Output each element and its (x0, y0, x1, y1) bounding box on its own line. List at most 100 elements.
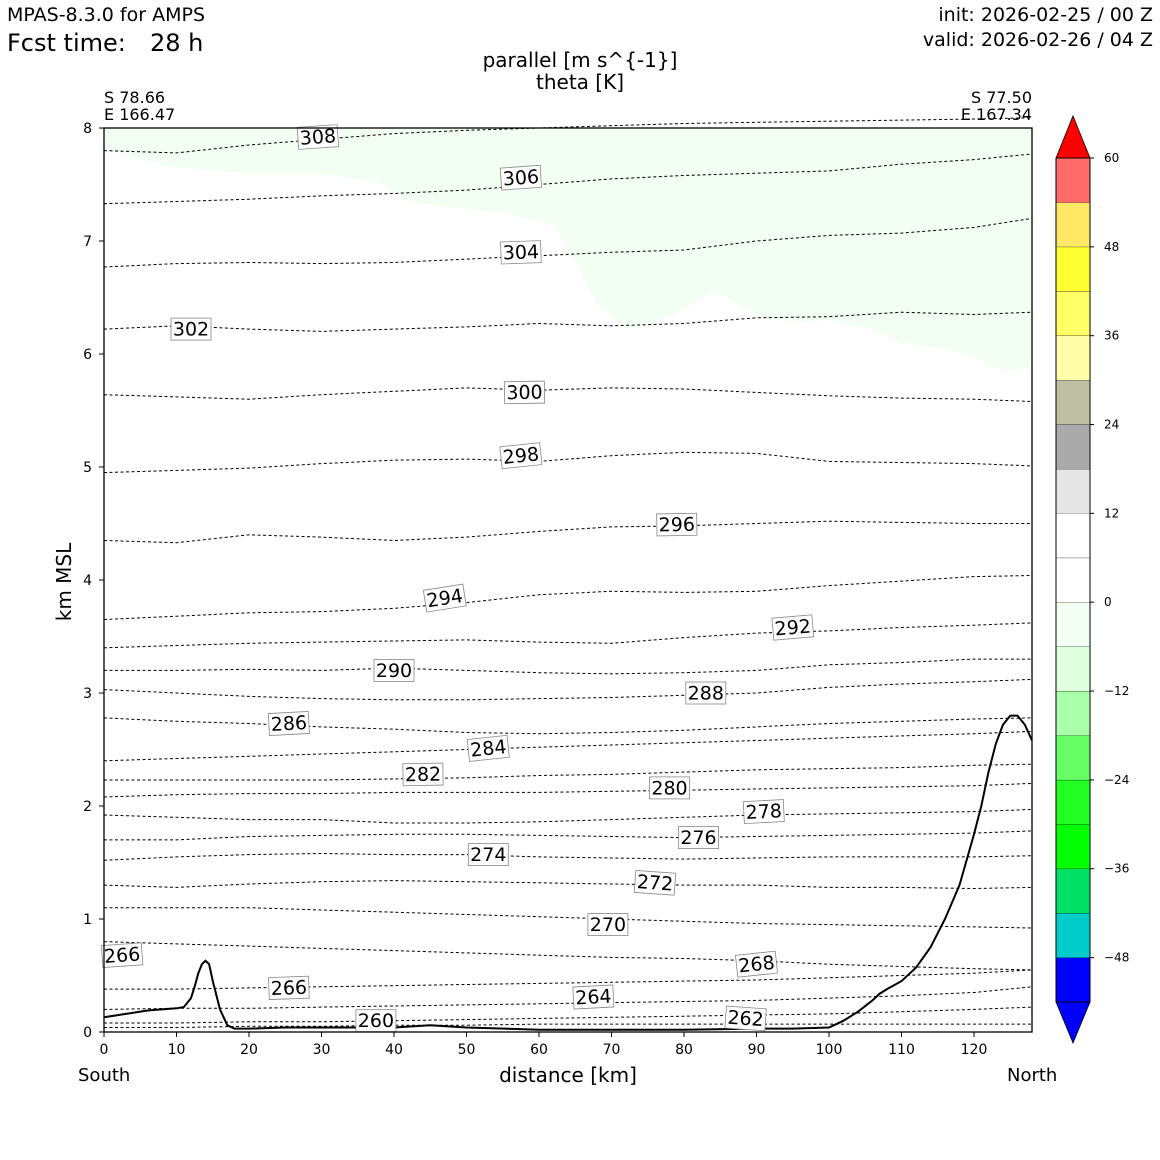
colorbar: 60 48 36 24 12 0 −12 −24 −36 −48 (1055, 114, 1129, 1045)
colorbar-segment (1056, 646, 1090, 692)
colorbar-tick-label: 12 (1104, 506, 1119, 520)
contour-label-260: 260 (355, 1009, 397, 1032)
contour-label-box (656, 512, 698, 537)
colorbar-segment (1056, 557, 1090, 603)
contour-label-text: 298 (502, 443, 540, 469)
theta-contour-300 (103, 387, 1033, 402)
contour-label-box (587, 913, 629, 936)
colorbar-outline (1055, 157, 1091, 1003)
x-tick-label: 120 (961, 1042, 988, 1058)
y-tick-label: 7 (83, 234, 92, 250)
y-tick-label: 3 (83, 686, 92, 702)
contour-label-box (499, 442, 543, 470)
y-tick-label: 8 (83, 121, 92, 137)
contour-label-text: 304 (502, 241, 539, 264)
theta-contour-292 (103, 622, 1033, 649)
colorbar-segment (1056, 868, 1090, 914)
colorbar-segment (1056, 513, 1090, 558)
colorbar-segment (1056, 202, 1090, 247)
contour-label-box (724, 1005, 767, 1032)
contour-label-266: 266 (268, 975, 310, 1000)
y-tick-label: 0 (83, 1025, 92, 1041)
theta-contour-288 (103, 678, 1033, 701)
contour-label-text: 270 (590, 914, 626, 936)
contour-label-282: 282 (402, 762, 444, 787)
contour-label-box (649, 776, 690, 800)
x-tick-label: 110 (888, 1042, 915, 1058)
colorbar-segment (1056, 158, 1090, 203)
contour-label-text: 266 (103, 943, 141, 967)
init-time: init: 2026-02-25 / 00 Z (938, 4, 1153, 26)
contour-label-266: 266 (100, 942, 144, 968)
contour-label-308: 308 (296, 124, 340, 150)
contour-label-text: 266 (270, 977, 307, 1000)
contour-label-box (742, 799, 785, 825)
x-tick-label: 50 (458, 1042, 476, 1058)
colorbar-tick-label: 24 (1104, 418, 1119, 432)
theta-contour-304 (103, 217, 1033, 268)
contour-label-text: 262 (727, 1007, 765, 1031)
contour-label-box (572, 984, 615, 1010)
contour-label-274: 274 (467, 843, 509, 866)
contour-label-304: 304 (500, 240, 542, 264)
colorbar-tick-label: 60 (1104, 151, 1119, 165)
contour-label-text: 282 (405, 764, 442, 787)
contour-label-264: 264 (572, 984, 615, 1010)
contour-label-284: 284 (466, 734, 510, 762)
x-tick-label: 30 (313, 1042, 331, 1058)
contour-label-text: 280 (651, 777, 687, 799)
contour-label-300: 300 (503, 380, 546, 405)
colorbar-under-arrow (1055, 1001, 1091, 1045)
colorbar-over-arrow (1055, 114, 1091, 159)
contour-label-box (499, 164, 543, 191)
y-tick-label: 2 (83, 799, 92, 815)
x-tick-label: 0 (100, 1042, 109, 1058)
contour-label-text: 306 (502, 166, 540, 190)
colorbar-tick-label: −36 (1104, 862, 1129, 876)
contour-label-box (373, 659, 415, 682)
south-label: South (78, 1065, 131, 1086)
contour-label-box (771, 614, 815, 641)
contour-label-text: 308 (299, 125, 337, 149)
contour-label-box (267, 711, 310, 736)
x-tick-label: 100 (816, 1042, 843, 1058)
contour-label-294: 294 (422, 583, 467, 613)
contour-label-text: 300 (506, 382, 543, 405)
contour-label-306: 306 (499, 164, 543, 191)
contour-label-text: 260 (358, 1010, 394, 1032)
colorbar-tick-label: 0 (1104, 595, 1112, 609)
y-tick-label: 5 (83, 460, 92, 476)
contour-label-text: 264 (575, 986, 612, 1010)
chart-title-line2: theta [K] (536, 70, 624, 94)
start-longitude: E 166.47 (104, 105, 176, 124)
theta-contour-308 (103, 117, 1033, 154)
colorbar-segment (1056, 468, 1090, 514)
terrain-line (103, 714, 1033, 1031)
colorbar-segment (1056, 957, 1090, 1002)
contour-label-text: 292 (774, 615, 812, 640)
contour-label-288: 288 (685, 681, 727, 705)
colorbar-segment (1056, 735, 1090, 780)
x-tick-label: 70 (603, 1042, 621, 1058)
colorbar-segment (1056, 335, 1090, 381)
theta-contour-268 (103, 941, 1033, 971)
contour-label-276: 276 (678, 826, 719, 849)
colorbar-tick-label: −48 (1104, 951, 1129, 965)
theta-contour-270 (104, 907, 1033, 929)
colorbar-segment (1056, 246, 1090, 292)
contour-label-290: 290 (373, 659, 415, 682)
theta-contours-layer (103, 117, 1033, 1028)
contour-label-296: 296 (656, 512, 698, 537)
colorbar-segment (1056, 291, 1090, 336)
y-tick-label: 1 (83, 912, 92, 928)
axes-layer: 0 10 20 30 40 50 60 70 80 90 100 110 120 0 1 2 3 4 5 6 7 8 (83, 121, 987, 1058)
theta-contour-276 (104, 830, 1033, 841)
theta-contour-274 (103, 852, 1033, 861)
theta-contour-278 (103, 808, 1033, 824)
y-tick-label: 4 (83, 573, 92, 589)
contour-label-text: 294 (425, 585, 464, 612)
contour-label-286: 286 (267, 711, 310, 736)
theta-contour-294 (103, 575, 1033, 620)
colorbar-segment (1056, 779, 1090, 825)
